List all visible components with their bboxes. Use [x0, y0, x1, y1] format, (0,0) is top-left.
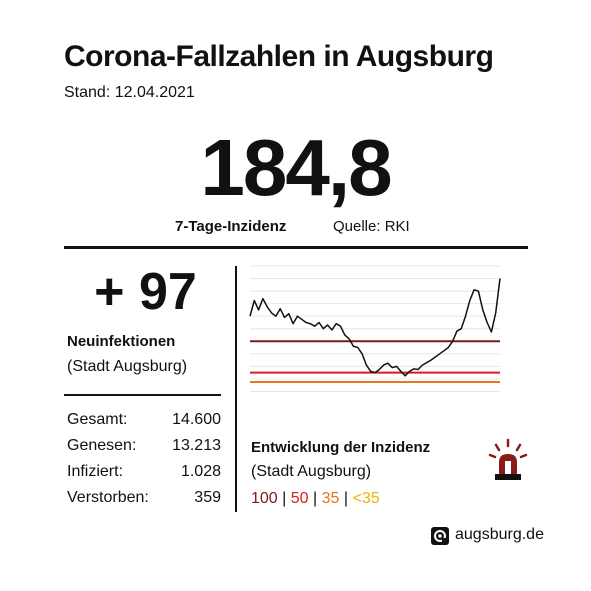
development-sublabel: (Stadt Augsburg)	[251, 463, 372, 480]
legend-item-35: 35	[321, 490, 340, 507]
incidence-line-chart	[249, 265, 501, 392]
stat-row-deaths: Verstorben: 359	[67, 489, 221, 513]
vertical-divider	[235, 266, 237, 512]
page-title: Corona-Fallzahlen in Augsburg	[64, 40, 494, 73]
legend-separator: |	[343, 490, 349, 507]
stat-label: Verstorben:	[67, 489, 149, 506]
stat-row-recovered: Genesen: 13.213	[67, 437, 221, 461]
divider	[64, 394, 221, 396]
siren-icon	[488, 438, 528, 480]
legend-item-below-35: <35	[352, 490, 380, 507]
new-cases-label: Neuinfektionen	[67, 333, 176, 350]
legend-separator: |	[282, 490, 287, 507]
development-title: Entwicklung der Inzidenz	[251, 439, 431, 456]
stat-value: 1.028	[180, 463, 221, 480]
date-stamp: Stand: 12.04.2021	[64, 84, 195, 101]
legend-item-50: 50	[290, 490, 309, 507]
stat-row-total: Gesamt: 14.600	[67, 411, 221, 435]
new-cases-sublabel: (Stadt Augsburg)	[67, 358, 188, 375]
stat-value: 13.213	[172, 437, 221, 454]
legend-separator: |	[313, 490, 318, 507]
stat-label: Gesamt:	[67, 411, 128, 428]
brand-label: augsburg.de	[455, 526, 544, 543]
threshold-legend: 100 | 50 | 35 | <35	[251, 490, 380, 508]
incidence-series-line	[249, 278, 501, 377]
stat-row-infected: Infiziert: 1.028	[67, 463, 221, 487]
legend-item-100: 100	[251, 490, 278, 507]
incidence-value: 184,8	[200, 123, 392, 212]
new-cases-value: + 97	[94, 263, 197, 321]
stat-value: 359	[194, 489, 221, 506]
divider	[64, 246, 528, 249]
augsburg-logo-icon	[431, 527, 449, 545]
stat-value: 14.600	[172, 411, 221, 428]
stat-label: Genesen:	[67, 437, 137, 454]
source-label: Quelle: RKI	[333, 218, 410, 235]
stat-label: Infiziert:	[67, 463, 124, 480]
incidence-label: 7-Tage-Inzidenz	[175, 218, 287, 235]
